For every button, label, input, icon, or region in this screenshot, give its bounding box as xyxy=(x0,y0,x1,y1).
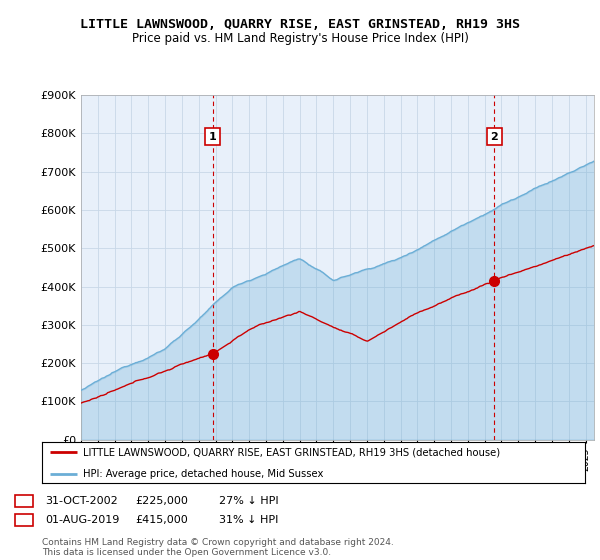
Text: HPI: Average price, detached house, Mid Sussex: HPI: Average price, detached house, Mid … xyxy=(83,469,323,479)
Text: 31-OCT-2002: 31-OCT-2002 xyxy=(45,496,118,506)
Text: 2: 2 xyxy=(491,132,499,142)
Text: 2: 2 xyxy=(20,515,28,525)
Text: 01-AUG-2019: 01-AUG-2019 xyxy=(45,515,119,525)
Text: 31% ↓ HPI: 31% ↓ HPI xyxy=(219,515,278,525)
Text: LITTLE LAWNSWOOD, QUARRY RISE, EAST GRINSTEAD, RH19 3HS: LITTLE LAWNSWOOD, QUARRY RISE, EAST GRIN… xyxy=(80,18,520,31)
Text: Price paid vs. HM Land Registry's House Price Index (HPI): Price paid vs. HM Land Registry's House … xyxy=(131,32,469,45)
Text: LITTLE LAWNSWOOD, QUARRY RISE, EAST GRINSTEAD, RH19 3HS (detached house): LITTLE LAWNSWOOD, QUARRY RISE, EAST GRIN… xyxy=(83,447,500,458)
Text: 1: 1 xyxy=(209,132,217,142)
Text: £225,000: £225,000 xyxy=(135,496,188,506)
Text: 27% ↓ HPI: 27% ↓ HPI xyxy=(219,496,278,506)
Text: Contains HM Land Registry data © Crown copyright and database right 2024.
This d: Contains HM Land Registry data © Crown c… xyxy=(42,538,394,557)
Text: 1: 1 xyxy=(20,496,28,506)
Text: £415,000: £415,000 xyxy=(135,515,188,525)
